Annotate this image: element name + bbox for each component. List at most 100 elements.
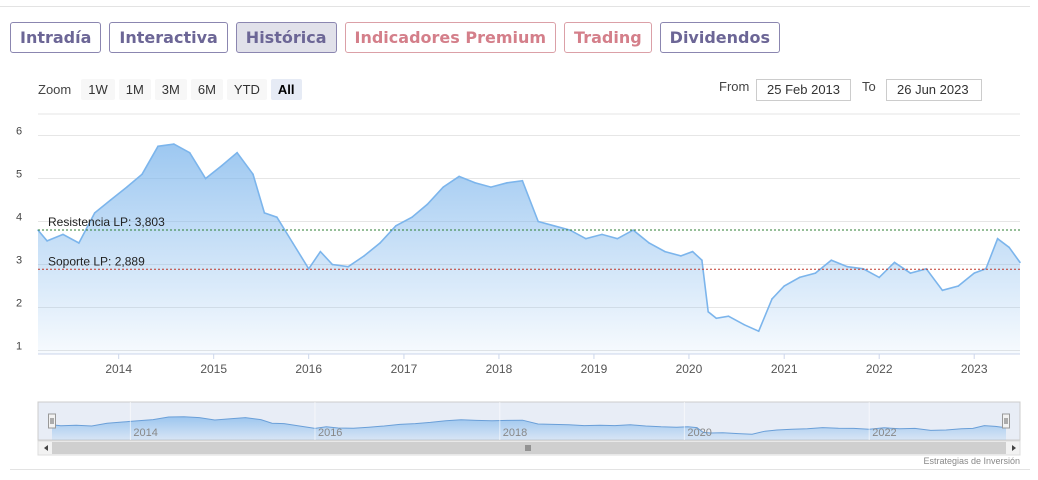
price-point bbox=[220, 164, 223, 167]
from-date-input[interactable]: 25 Feb 2013 bbox=[756, 79, 851, 101]
price-point bbox=[319, 250, 322, 253]
scroll-left-arrow-icon[interactable] bbox=[44, 445, 48, 451]
price-point bbox=[585, 237, 587, 240]
navigator-line bbox=[51, 416, 1007, 435]
price-point bbox=[426, 203, 429, 206]
y-axis: 1 2 3 4 5 6 bbox=[16, 126, 22, 353]
y-tick-label: 3 bbox=[16, 255, 22, 267]
price-point bbox=[878, 276, 880, 279]
price-point bbox=[442, 186, 445, 188]
tab-interactiva[interactable]: Interactiva bbox=[109, 22, 228, 53]
price-point bbox=[331, 263, 334, 266]
zoom-3m-button[interactable]: 3M bbox=[154, 79, 187, 100]
navigator[interactable]: 2014 2016 2018 2020 2022 bbox=[37, 401, 1021, 456]
chart-type-tabs: Intradía Interactiva Histórica Indicador… bbox=[10, 22, 780, 53]
navigator-left-handle[interactable] bbox=[48, 413, 56, 429]
price-point bbox=[458, 175, 460, 178]
zoom-1w-button[interactable]: 1W bbox=[81, 79, 115, 100]
resistance-label: Resistencia LP: 3,803 bbox=[48, 215, 165, 229]
y-tick-label: 1 bbox=[16, 341, 22, 353]
x-tick-label: 2019 bbox=[581, 362, 608, 376]
price-points bbox=[37, 143, 1021, 333]
price-point bbox=[252, 173, 254, 176]
price-point bbox=[701, 259, 703, 262]
to-label: To bbox=[862, 79, 876, 94]
price-point bbox=[125, 186, 128, 188]
price-point bbox=[909, 272, 912, 274]
price-point bbox=[521, 179, 524, 182]
chart-credit: Estrategias de Inversión bbox=[923, 456, 1020, 466]
price-area bbox=[38, 144, 1020, 354]
navigator-tick-label: 2014 bbox=[133, 427, 157, 439]
zoom-all-button[interactable]: All bbox=[270, 79, 302, 100]
x-axis: 2014 2015 2016 2017 2018 2019 2020 2021 2022 2023 bbox=[105, 354, 988, 376]
y-tick-label: 2 bbox=[16, 298, 22, 310]
tab-trading[interactable]: Trading bbox=[564, 22, 652, 53]
price-point bbox=[62, 233, 64, 236]
price-point bbox=[46, 240, 48, 242]
price-point bbox=[680, 255, 682, 257]
navigator-area bbox=[52, 416, 1006, 440]
price-point bbox=[78, 242, 80, 244]
price-point bbox=[957, 285, 960, 287]
tab-dividendos[interactable]: Dividendos bbox=[659, 22, 780, 53]
navigator-tick-label: 2020 bbox=[687, 427, 711, 439]
price-point bbox=[141, 173, 143, 176]
zoom-selector: Zoom 1W 1M 3M 6M YTD All bbox=[38, 79, 302, 100]
price-point bbox=[846, 265, 849, 268]
price-point bbox=[727, 315, 730, 317]
navigator-tick-label: 2022 bbox=[872, 427, 896, 439]
to-date-input[interactable]: 26 Jun 2023 bbox=[886, 79, 982, 101]
zoom-1m-button[interactable]: 1M bbox=[118, 79, 151, 100]
navigator-tick-label: 2018 bbox=[503, 427, 527, 439]
price-point bbox=[553, 225, 555, 227]
navigator-right-handle[interactable] bbox=[1002, 413, 1010, 429]
price-point bbox=[173, 143, 175, 145]
price-point bbox=[798, 276, 801, 279]
price-point bbox=[616, 237, 619, 240]
x-tick-label: 2022 bbox=[866, 362, 893, 376]
y-tick-label: 5 bbox=[16, 169, 22, 181]
scrollbar-thumb[interactable] bbox=[52, 442, 1006, 454]
bottom-divider bbox=[10, 469, 1030, 470]
top-divider bbox=[0, 6, 1030, 7]
price-point bbox=[395, 225, 397, 227]
price-point bbox=[1008, 246, 1010, 249]
price-point bbox=[506, 182, 508, 184]
price-point bbox=[188, 151, 191, 154]
price-point bbox=[490, 186, 492, 188]
tab-intradia[interactable]: Intradía bbox=[10, 22, 102, 53]
navigator-tick-label: 2016 bbox=[318, 427, 342, 439]
support-resistance-lines: Resistencia LP: 3,803 Soporte LP: 2,889 bbox=[38, 215, 1020, 270]
price-point bbox=[474, 182, 476, 184]
scroll-right-arrow-icon[interactable] bbox=[1012, 445, 1016, 451]
price-point bbox=[783, 285, 785, 287]
price-point bbox=[204, 177, 207, 180]
price-point bbox=[276, 216, 278, 219]
price-point bbox=[941, 289, 944, 292]
x-tick-label: 2018 bbox=[486, 362, 513, 376]
price-point bbox=[109, 199, 112, 201]
price-point bbox=[771, 298, 773, 300]
price-point bbox=[537, 220, 540, 223]
zoom-ytd-button[interactable]: YTD bbox=[226, 79, 267, 100]
zoom-6m-button[interactable]: 6M bbox=[190, 79, 223, 100]
x-tick-label: 2014 bbox=[105, 362, 132, 376]
price-point bbox=[379, 242, 381, 244]
y-tick-label: 4 bbox=[16, 212, 22, 224]
x-tick-label: 2015 bbox=[200, 362, 227, 376]
from-label: From bbox=[719, 79, 750, 94]
x-tick-label: 2021 bbox=[771, 362, 798, 376]
price-point bbox=[715, 317, 718, 320]
price-point bbox=[93, 212, 96, 214]
price-point bbox=[411, 216, 413, 219]
tab-indicadores-premium[interactable]: Indicadores Premium bbox=[344, 22, 557, 53]
price-point bbox=[691, 250, 694, 253]
y-tick-label: 6 bbox=[16, 126, 22, 138]
x-tick-label: 2017 bbox=[391, 362, 418, 376]
price-chart: 1 2 3 4 5 6 2014 2015 2016 2017 2018 2019 2020 2021 2… bbox=[16, 113, 1021, 456]
zoom-label: Zoom bbox=[38, 82, 72, 97]
price-point bbox=[743, 323, 746, 326]
price-point bbox=[814, 272, 817, 274]
tab-historica[interactable]: Histórica bbox=[235, 22, 337, 53]
